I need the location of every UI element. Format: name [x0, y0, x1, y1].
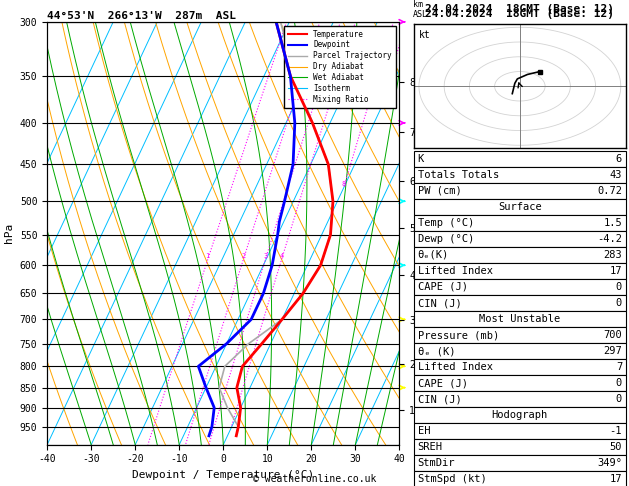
Text: 43: 43: [610, 170, 622, 180]
Text: Pressure (mb): Pressure (mb): [418, 330, 499, 340]
Text: 8: 8: [342, 181, 346, 187]
Text: Surface: Surface: [498, 202, 542, 212]
Text: -1: -1: [610, 426, 622, 436]
Text: 6: 6: [616, 154, 622, 164]
Text: 0: 0: [616, 282, 622, 292]
Text: © weatheronline.co.uk: © weatheronline.co.uk: [253, 473, 376, 484]
Text: 10: 10: [376, 104, 384, 109]
Text: θₑ(K): θₑ(K): [418, 250, 449, 260]
Text: 2: 2: [242, 253, 245, 260]
Text: 0.72: 0.72: [597, 186, 622, 196]
Text: Hodograph: Hodograph: [492, 410, 548, 420]
Text: 0: 0: [616, 298, 622, 308]
Text: StmSpd (kt): StmSpd (kt): [418, 474, 486, 485]
Text: 17: 17: [610, 474, 622, 485]
Legend: Temperature, Dewpoint, Parcel Trajectory, Dry Adiabat, Wet Adiabat, Isotherm, Mi: Temperature, Dewpoint, Parcel Trajectory…: [284, 26, 396, 108]
X-axis label: Dewpoint / Temperature (°C): Dewpoint / Temperature (°C): [132, 470, 314, 480]
Text: Dewp (°C): Dewp (°C): [418, 234, 474, 244]
Text: EH: EH: [418, 426, 430, 436]
Text: 3: 3: [264, 253, 267, 260]
Y-axis label: hPa: hPa: [4, 223, 14, 243]
Text: 17: 17: [610, 266, 622, 276]
Text: 24.04.2024  18GMT (Base: 12): 24.04.2024 18GMT (Base: 12): [425, 9, 615, 19]
Text: 297: 297: [603, 346, 622, 356]
Text: Totals Totals: Totals Totals: [418, 170, 499, 180]
Text: K: K: [418, 154, 424, 164]
Text: Temp (°C): Temp (°C): [418, 218, 474, 228]
Text: 0: 0: [616, 394, 622, 404]
Text: -4.2: -4.2: [597, 234, 622, 244]
Text: CIN (J): CIN (J): [418, 298, 462, 308]
Text: 0: 0: [616, 378, 622, 388]
Text: 44°53'N  266°13'W  287m  ASL: 44°53'N 266°13'W 287m ASL: [47, 11, 236, 21]
Text: 349°: 349°: [597, 458, 622, 469]
Text: PW (cm): PW (cm): [418, 186, 462, 196]
Text: 50: 50: [610, 442, 622, 452]
Text: Lifted Index: Lifted Index: [418, 362, 493, 372]
Text: 4: 4: [279, 253, 284, 260]
Text: 24.04.2024  18GMT (Base: 12): 24.04.2024 18GMT (Base: 12): [425, 3, 615, 14]
Text: CAPE (J): CAPE (J): [418, 282, 467, 292]
Text: 7: 7: [616, 362, 622, 372]
Text: Lifted Index: Lifted Index: [418, 266, 493, 276]
Text: Most Unstable: Most Unstable: [479, 314, 560, 324]
Text: 1: 1: [206, 253, 210, 260]
Text: CIN (J): CIN (J): [418, 394, 462, 404]
Text: 1.5: 1.5: [603, 218, 622, 228]
Text: CAPE (J): CAPE (J): [418, 378, 467, 388]
Text: km
ASL: km ASL: [413, 0, 428, 19]
Text: SREH: SREH: [418, 442, 443, 452]
Text: StmDir: StmDir: [418, 458, 455, 469]
Text: 283: 283: [603, 250, 622, 260]
Text: θₑ (K): θₑ (K): [418, 346, 455, 356]
Text: kt: kt: [419, 30, 431, 40]
Text: 700: 700: [603, 330, 622, 340]
